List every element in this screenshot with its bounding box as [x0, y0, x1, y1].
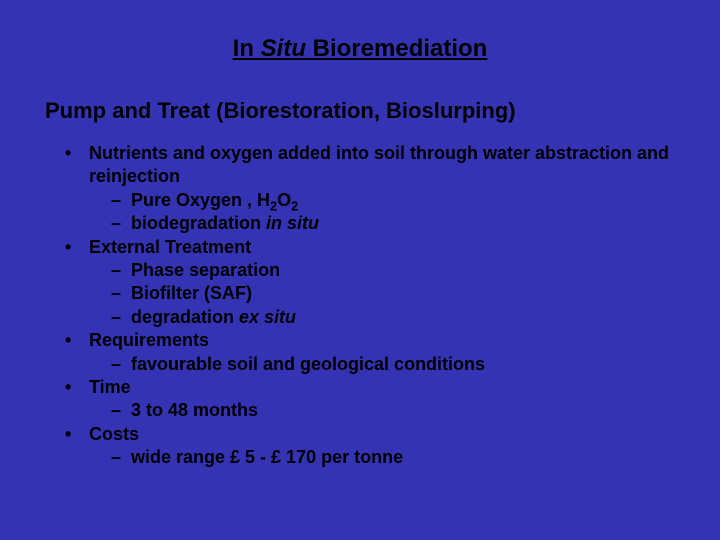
list-item: Biofilter (SAF)	[111, 282, 675, 305]
list-item: Requirements favourable soil and geologi…	[65, 329, 675, 376]
list-item: favourable soil and geological condition…	[111, 353, 675, 376]
list-item: biodegradation in situ	[111, 212, 675, 235]
slide-title: In Situ Bioremediation	[45, 35, 675, 63]
list-item: External Treatment Phase separation Biof…	[65, 236, 675, 330]
sub-list: Pure Oxygen , H2O2 biodegradation in sit…	[89, 189, 675, 236]
list-item: 3 to 48 months	[111, 399, 675, 422]
sub-text: Pure Oxygen , H	[131, 190, 270, 210]
bullet-text: External Treatment	[89, 237, 251, 257]
list-item: Time 3 to 48 months	[65, 376, 675, 423]
sub-text: 3 to 48 months	[131, 400, 258, 420]
sub-list: wide range £ 5 - £ 170 per tonne	[89, 446, 675, 469]
sub-list: favourable soil and geological condition…	[89, 353, 675, 376]
list-item: Costs wide range £ 5 - £ 170 per tonne	[65, 423, 675, 470]
sub-text: degradation	[131, 307, 239, 327]
italic-text: ex situ	[239, 307, 296, 327]
sub-text: Biofilter (SAF)	[131, 283, 252, 303]
bullet-text: Nutrients and oxygen added into soil thr…	[89, 143, 669, 186]
bullet-text: Costs	[89, 424, 139, 444]
italic-text: in situ	[266, 213, 319, 233]
bullet-text: Requirements	[89, 330, 209, 350]
sub-text: wide range £ 5 - £ 170 per tonne	[131, 447, 403, 467]
list-item: Nutrients and oxygen added into soil thr…	[65, 142, 675, 236]
slide: In Situ Bioremediation Pump and Treat (B…	[0, 0, 720, 499]
title-post: Bioremediation	[306, 35, 487, 62]
list-item: degradation ex situ	[111, 306, 675, 329]
slide-subtitle: Pump and Treat (Biorestoration, Bioslurp…	[45, 98, 675, 124]
sub-text: Phase separation	[131, 260, 280, 280]
list-item: Pure Oxygen , H2O2	[111, 189, 675, 212]
list-item: wide range £ 5 - £ 170 per tonne	[111, 446, 675, 469]
sub-text: favourable soil and geological condition…	[131, 354, 485, 374]
sub-list: Phase separation Biofilter (SAF) degrada…	[89, 259, 675, 329]
bullet-list: Nutrients and oxygen added into soil thr…	[45, 142, 675, 469]
sub-list: 3 to 48 months	[89, 399, 675, 422]
sub-text: O	[277, 190, 291, 210]
title-pre: In	[233, 35, 261, 62]
bullet-text: Time	[89, 377, 131, 397]
title-italic: Situ	[261, 35, 306, 62]
list-item: Phase separation	[111, 259, 675, 282]
sub-text: biodegradation	[131, 213, 266, 233]
